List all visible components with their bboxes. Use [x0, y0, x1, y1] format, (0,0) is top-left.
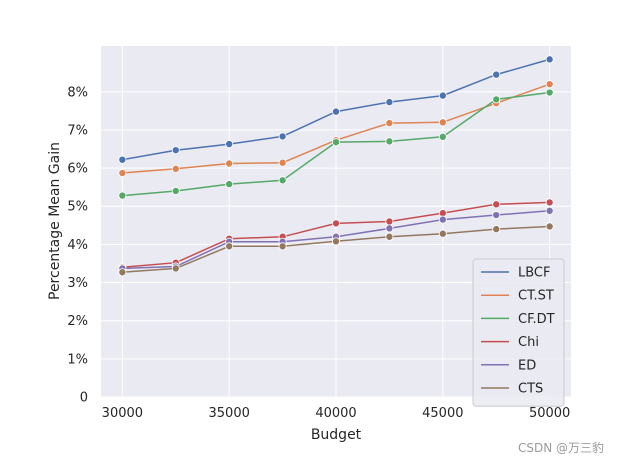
- legend: LBCF CT.ST CF.DT Chi ED CTS: [472, 258, 565, 407]
- data-point: [385, 137, 394, 146]
- y-tick-label: 7%: [67, 123, 88, 138]
- x-tick-label: 45000: [422, 406, 463, 421]
- data-point: [278, 132, 287, 141]
- data-point: [385, 217, 394, 226]
- x-tick-label: 40000: [315, 406, 356, 421]
- legend-label: LBCF: [518, 266, 551, 281]
- data-point: [331, 107, 340, 116]
- data-point: [492, 225, 501, 234]
- data-point: [492, 95, 501, 104]
- legend-label: CT.ST: [518, 289, 554, 304]
- series-lbcf: [118, 55, 554, 164]
- data-point: [492, 211, 501, 220]
- data-point: [438, 118, 447, 127]
- data-point: [438, 229, 447, 238]
- data-point: [438, 215, 447, 224]
- series-cts: [118, 222, 554, 277]
- x-tick-label: 30000: [102, 406, 143, 421]
- y-tick-label: 1%: [67, 352, 88, 367]
- data-point: [545, 206, 554, 215]
- series-cf-dt: [118, 88, 554, 200]
- data-point: [385, 232, 394, 241]
- data-point: [171, 146, 180, 155]
- data-point: [385, 224, 394, 233]
- data-point: [278, 242, 287, 251]
- y-tick-label: 8%: [67, 85, 88, 100]
- data-point: [385, 119, 394, 128]
- legend-label: CF.DT: [518, 312, 555, 327]
- data-point: [118, 155, 127, 164]
- y-tick-label: 6%: [67, 162, 88, 177]
- data-point: [438, 91, 447, 100]
- tick-labels: 30000 35000 40000 45000 50000 0 1% 2% 3% 4% 5% 6% 7%…: [67, 85, 570, 421]
- watermark: CSDN @万三豹: [517, 441, 604, 455]
- y-tick-label: 5%: [67, 200, 88, 215]
- data-point: [331, 219, 340, 228]
- data-point: [492, 70, 501, 79]
- x-tick-label: 35000: [209, 406, 250, 421]
- data-point: [171, 186, 180, 195]
- data-point: [545, 198, 554, 207]
- legend-label: CTS: [518, 382, 543, 397]
- data-point: [171, 264, 180, 273]
- data-point: [225, 159, 234, 168]
- y-axis-label: Percentage Mean Gain: [47, 142, 63, 300]
- legend-label: Chi: [518, 335, 539, 350]
- y-tick-label: 0: [80, 391, 88, 406]
- legend-label: ED: [518, 358, 536, 373]
- data-point: [438, 132, 447, 141]
- data-point: [545, 55, 554, 64]
- data-point: [545, 88, 554, 97]
- data-point: [545, 222, 554, 231]
- data-point: [118, 268, 127, 277]
- data-point: [118, 191, 127, 200]
- data-point: [545, 80, 554, 89]
- data-point: [492, 200, 501, 209]
- y-tick-label: 4%: [67, 238, 88, 253]
- data-point: [385, 98, 394, 107]
- data-point: [331, 138, 340, 147]
- x-axis-label: Budget: [311, 427, 362, 443]
- data-point: [278, 158, 287, 167]
- data-point: [225, 140, 234, 149]
- y-tick-label: 2%: [67, 314, 88, 329]
- data-point: [225, 242, 234, 251]
- y-tick-label: 3%: [67, 276, 88, 291]
- data-point: [225, 180, 234, 189]
- series-group: [118, 55, 554, 277]
- data-point: [331, 237, 340, 246]
- data-point: [118, 169, 127, 178]
- data-point: [278, 176, 287, 185]
- x-tick-label: 50000: [529, 406, 570, 421]
- data-point: [171, 164, 180, 173]
